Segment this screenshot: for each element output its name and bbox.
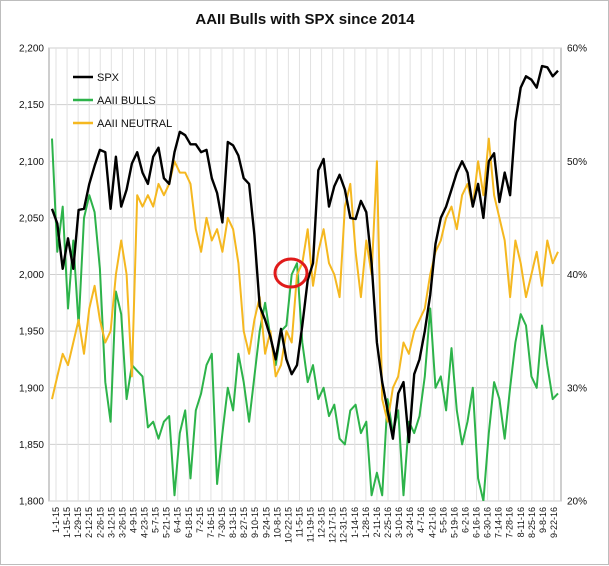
x-tick-label: 6-16-16 — [472, 507, 482, 538]
x-tick-label: 3-24-16 — [405, 507, 415, 538]
highlight-circle-annotation — [273, 257, 309, 289]
x-tick-label: 3-26-15 — [117, 507, 127, 538]
x-tick-label: 5-21-15 — [162, 507, 172, 538]
x-tick-label: 1-28-16 — [361, 507, 371, 538]
chart-title: AAII Bulls with SPX since 2014 — [195, 11, 415, 28]
x-tick-label: 3-10-16 — [394, 507, 404, 538]
legend-label-aaii-neutral: AAII NEUTRAL — [97, 118, 172, 130]
x-tick-label: 12-17-15 — [328, 507, 338, 543]
y-left-tick-label: 2,200 — [19, 44, 44, 55]
x-tick-label: 4-21-16 — [427, 507, 437, 538]
x-tick-label: 1-29-15 — [73, 507, 83, 538]
y-left-tick-label: 1,900 — [19, 383, 44, 394]
x-tick-label: 7-30-15 — [217, 507, 227, 538]
y-left-tick-label: 1,800 — [19, 497, 44, 508]
series-lines — [50, 64, 559, 501]
x-tick-label: 9-24-15 — [261, 507, 271, 538]
x-tick-label: 1-15-15 — [62, 507, 72, 538]
x-tick-label: 7-2-15 — [195, 507, 205, 533]
y-right-tick-label: 40% — [567, 270, 587, 281]
y-right-tick-label: 50% — [567, 157, 587, 168]
x-tick-label: 11-5-15 — [294, 507, 304, 537]
y-left-tick-label: 2,150 — [19, 100, 44, 111]
y-right-tick-label: 60% — [567, 44, 587, 55]
legend-label-spx: SPX — [97, 72, 120, 84]
x-tick-label: 2-12-15 — [84, 507, 94, 538]
x-tick-label: 3-12-15 — [106, 507, 116, 538]
x-tick-label: 1-1-15 — [51, 507, 61, 533]
series-line-spx — [50, 64, 559, 444]
x-tick-label: 8-25-16 — [527, 507, 537, 538]
x-tick-label: 6-2-16 — [460, 507, 470, 533]
y-left-tick-label: 1,850 — [19, 440, 44, 451]
x-tick-label: 8-11-16 — [516, 507, 526, 537]
y-left-tick-label: 2,050 — [19, 213, 44, 224]
x-tick-label: 12-3-15 — [317, 507, 327, 538]
legend: SPX AAII BULLS AAII NEUTRAL — [73, 72, 172, 130]
x-tick-label: 2-25-16 — [383, 507, 393, 538]
x-tick-label: 1-14-16 — [350, 507, 360, 538]
x-tick-label: 2-11-16 — [372, 507, 382, 537]
x-tick-label: 10-22-15 — [283, 507, 293, 543]
y-left-tick-label: 1,950 — [19, 327, 44, 338]
legend-label-aaii-bulls: AAII BULLS — [97, 95, 156, 107]
x-tick-label: 5-5-16 — [438, 507, 448, 533]
x-tick-label: 8-27-15 — [239, 507, 249, 538]
x-tick-label: 9-8-16 — [538, 507, 548, 533]
x-tick-label: 12-31-15 — [339, 507, 349, 543]
x-tick-label: 2-26-15 — [95, 507, 105, 538]
x-tick-label: 6-30-16 — [483, 507, 493, 538]
x-tick-label: 11-19-15 — [306, 507, 316, 542]
x-tick-label: 10-8-15 — [272, 507, 282, 538]
x-tick-label: 8-13-15 — [228, 507, 238, 538]
y-axis-right: 20% 30% 40% 50% 60% — [567, 44, 587, 508]
y-left-tick-label: 2,000 — [19, 270, 44, 281]
x-tick-label: 7-28-16 — [505, 507, 515, 538]
x-tick-label: 9-22-16 — [549, 507, 559, 538]
x-tick-label: 5-19-16 — [449, 507, 459, 538]
y-left-tick-label: 2,100 — [19, 157, 44, 168]
x-tick-label: 9-10-15 — [250, 507, 260, 538]
x-tick-label: 7-14-16 — [494, 507, 504, 538]
x-tick-label: 4-7-16 — [416, 507, 426, 533]
x-axis: 1-1-15 1-15-15 1-29-15 2-12-15 2-26-15 3-12-1… — [51, 507, 559, 543]
x-tick-label: 4-23-15 — [140, 507, 150, 538]
y-right-tick-label: 20% — [567, 497, 587, 508]
x-tick-label: 6-18-15 — [184, 507, 194, 538]
y-axis-left: 1,800 1,850 1,900 1,950 2,000 2,050 2,100 2,150… — [19, 44, 44, 508]
x-tick-label: 6-4-15 — [173, 507, 183, 533]
series-line-aaii-bulls — [51, 138, 559, 501]
x-tick-label: 7-16-15 — [206, 507, 216, 538]
x-tick-label: 4-9-15 — [128, 507, 138, 533]
x-tick-label: 5-7-15 — [151, 507, 161, 533]
y-right-tick-label: 30% — [567, 383, 587, 394]
